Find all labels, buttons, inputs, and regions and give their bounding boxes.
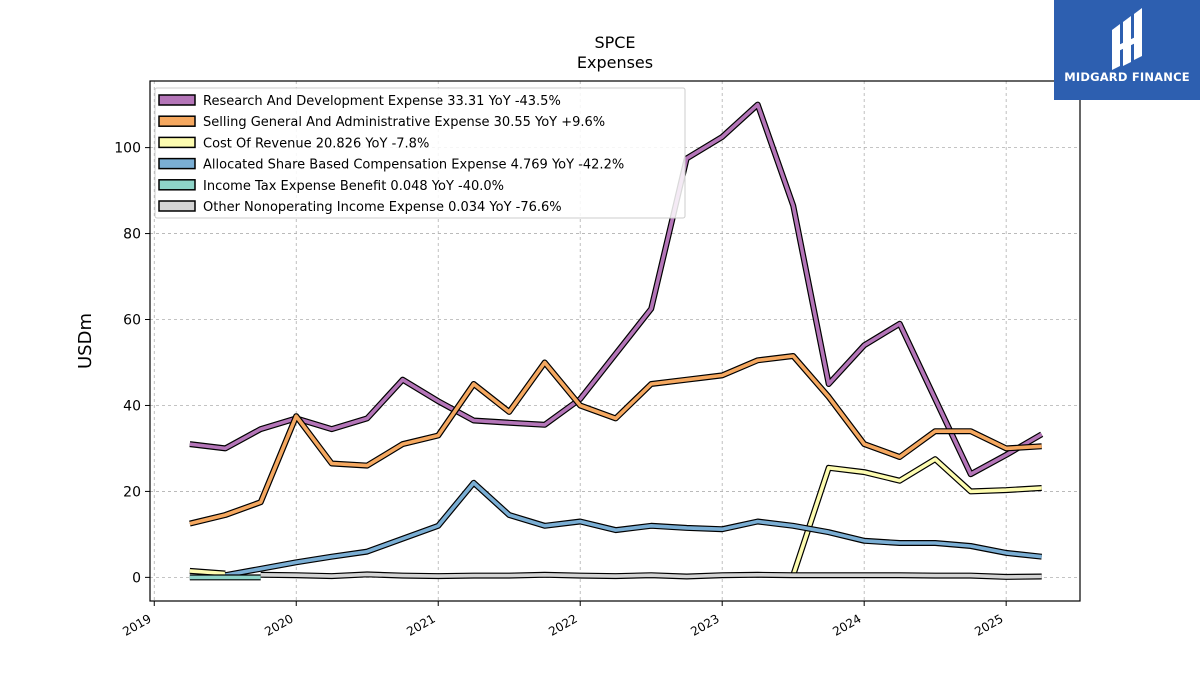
series-line-outline bbox=[189, 353, 1042, 527]
logo-name: MIDGARD FINANCE bbox=[1064, 70, 1190, 84]
legend-swatch bbox=[158, 157, 196, 170]
series-research-and-development-expense bbox=[189, 101, 1044, 478]
legend-swatch bbox=[158, 94, 196, 106]
y-tick-label: 0 bbox=[132, 570, 141, 586]
series-line bbox=[260, 572, 1042, 579]
legend-swatch bbox=[158, 115, 196, 127]
legend-box bbox=[154, 87, 686, 219]
chart-subtitle: Expenses bbox=[577, 53, 653, 72]
series-cost-of-revenue bbox=[189, 456, 1042, 577]
series-other-nonoperating-income-expense bbox=[260, 571, 1042, 580]
x-tick-label: 2024 bbox=[830, 611, 863, 638]
x-tick-label: 2020 bbox=[262, 611, 295, 638]
legend-swatch bbox=[158, 200, 196, 212]
y-tick-label: 100 bbox=[114, 141, 141, 157]
series-lines bbox=[189, 101, 1044, 581]
midgard-finance-logo: MIDGARD FINANCE bbox=[1054, 0, 1200, 100]
series-line bbox=[189, 354, 1042, 526]
x-tick-label: 2023 bbox=[688, 611, 721, 638]
legend-swatch bbox=[158, 136, 196, 149]
logo-mark-icon bbox=[1112, 8, 1142, 70]
x-tick-label: 2019 bbox=[120, 611, 153, 638]
legend-entry: Research And Development Expense 33.31 Y… bbox=[203, 94, 561, 109]
legend-entry: Income Tax Expense Benefit 0.048 YoY -40… bbox=[203, 179, 504, 194]
y-tick-label: 80 bbox=[123, 227, 141, 243]
series-allocated-share-based-compensation-expense bbox=[224, 479, 1043, 579]
y-axis-label: USDm bbox=[75, 313, 96, 369]
x-tick-label: 2025 bbox=[972, 611, 1005, 638]
y-tick-label: 40 bbox=[123, 398, 141, 414]
chart-title: SPCE bbox=[594, 33, 635, 52]
legend-swatch bbox=[158, 179, 196, 191]
x-tick-label: 2022 bbox=[546, 611, 579, 638]
legend: Research And Development Expense 33.31 Y… bbox=[154, 87, 686, 219]
y-tick-label: 20 bbox=[123, 484, 141, 500]
series-line bbox=[189, 457, 1042, 576]
legend-entry: Cost Of Revenue 20.826 YoY -7.8% bbox=[203, 136, 429, 151]
legend-entry: Selling General And Administrative Expen… bbox=[203, 115, 605, 130]
y-tick-label: 60 bbox=[123, 313, 141, 329]
series-selling-general-and-administrative-expense bbox=[189, 353, 1042, 527]
series-line bbox=[189, 102, 1043, 476]
series-line bbox=[224, 481, 1042, 577]
legend-entry: Other Nonoperating Income Expense 0.034 … bbox=[203, 200, 562, 215]
plot-frame bbox=[149, 80, 1081, 602]
legend-entry: Allocated Share Based Compensation Expen… bbox=[203, 158, 624, 173]
x-tick-label: 2021 bbox=[404, 611, 437, 638]
